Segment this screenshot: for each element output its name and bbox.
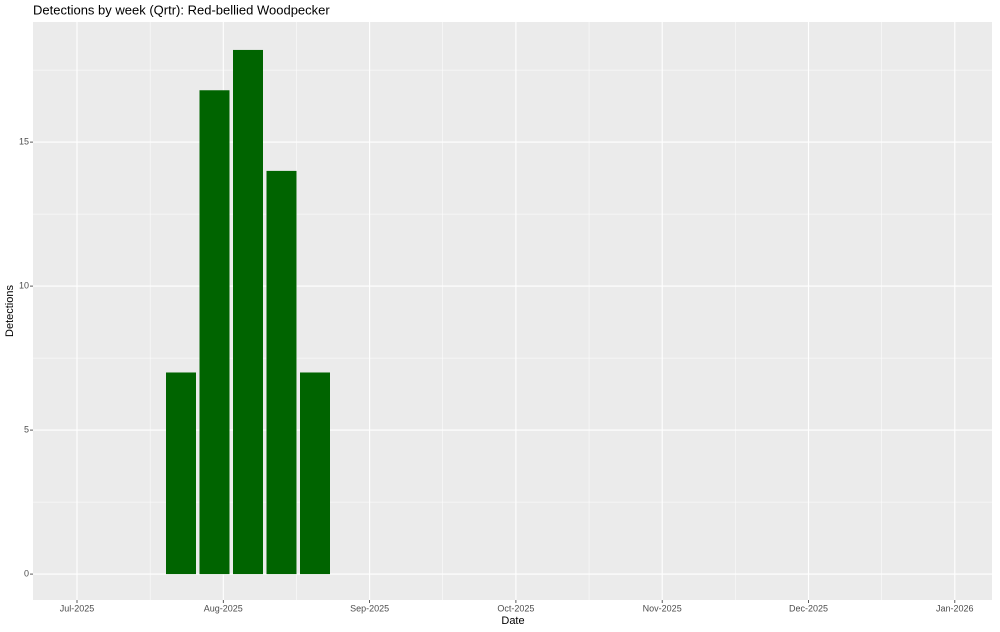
y-tick-label: 5 [24,424,29,434]
x-tick-label: Jan-2026 [936,603,974,613]
x-tick-label: Sep-2025 [350,603,389,613]
bar [166,372,196,575]
bar [233,49,263,575]
y-tick-label: 15 [19,136,29,146]
x-tick-label: Dec-2025 [789,603,828,613]
bar [199,90,230,575]
x-tick-label: Oct-2025 [497,603,534,613]
bar [266,170,297,575]
x-axis-label: Date [501,615,524,627]
x-tick-label: Nov-2025 [643,603,682,613]
y-axis-label: Detections [4,285,16,337]
y-tick-label: 10 [19,280,29,290]
x-tick-label: Aug-2025 [204,603,243,613]
y-tick-label: 0 [24,568,29,578]
x-tick-label: Jul-2025 [60,603,95,613]
chart-title: Detections by week (Qrtr): Red-bellied W… [33,2,330,17]
bar [300,372,330,575]
